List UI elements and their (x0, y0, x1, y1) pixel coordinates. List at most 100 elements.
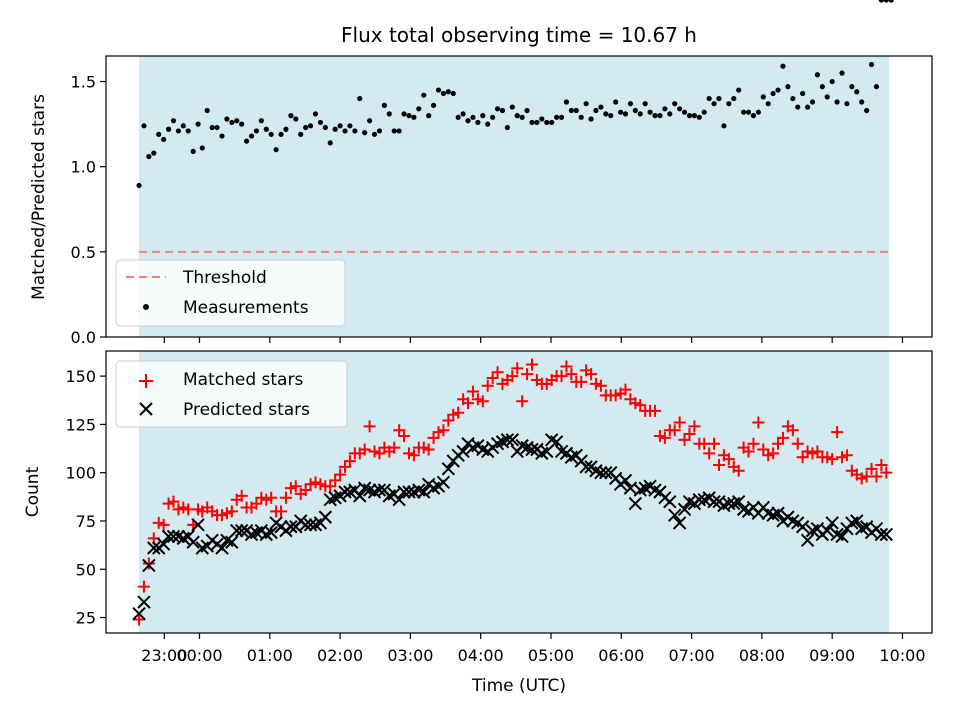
legend-measurements-label: Measurements (183, 298, 309, 318)
predicted-star-point (825, 516, 839, 530)
measurement-point (657, 113, 663, 119)
matched-star-point (752, 416, 765, 429)
measurement-point (229, 119, 235, 126)
measurement-point (190, 148, 196, 154)
measurement-point (568, 107, 574, 114)
matched-star-point (289, 480, 302, 493)
predicted-star-point (392, 493, 406, 507)
predicted-star-point (599, 465, 613, 480)
matched-star-point (526, 358, 539, 371)
measurement-point (770, 90, 776, 97)
measurement-point (156, 131, 162, 137)
matched-star-point (506, 370, 519, 383)
measurement-point (199, 145, 205, 151)
measurement-point (839, 70, 845, 76)
measurement-point (357, 95, 363, 102)
measurement-point (652, 113, 658, 119)
legend-measurements-swatch (143, 304, 149, 310)
measurement-point (834, 99, 840, 105)
measurement-point (854, 89, 860, 95)
measurement-point (367, 118, 373, 124)
measurement-point (868, 61, 875, 68)
predicted-star-point (441, 462, 456, 476)
y-tick-label: 1.5 (71, 73, 96, 92)
matched-star-point (722, 453, 735, 466)
measurement-point (529, 119, 535, 126)
measurement-point (598, 104, 604, 110)
predicted-star-point (436, 475, 451, 490)
matched-star-point (275, 505, 288, 518)
y-tick-label: 75 (76, 512, 96, 531)
measurement-point (312, 111, 319, 117)
measurement-point (293, 116, 299, 122)
predicted-star-point (835, 529, 849, 544)
measurement-point (440, 90, 447, 97)
measurement-point (603, 111, 609, 117)
chart-title: Flux total observing time = 10.67 h (341, 23, 697, 47)
matched-star-point (137, 580, 150, 593)
measurement-point (780, 63, 786, 69)
matched-star-point (235, 489, 248, 502)
measurement-point (224, 116, 230, 122)
predicted-star-point (677, 502, 692, 517)
measurement-point (622, 111, 629, 117)
measurement-point (234, 118, 240, 124)
matched-star-point (334, 468, 347, 481)
measurement-point (445, 89, 451, 95)
measurement-point (588, 116, 594, 122)
legend-matched-label: Matched stars (183, 370, 303, 390)
measurement-point (814, 72, 821, 78)
measurement-point (460, 111, 466, 117)
measurement-point (632, 107, 638, 114)
measurement-point (396, 128, 402, 134)
matched-star-point (157, 518, 170, 531)
measurement-point (755, 109, 761, 115)
predicted-star-point (397, 485, 411, 499)
matched-star-point (831, 426, 844, 439)
predicted-star-point (318, 510, 333, 524)
predicted-stars-points (133, 433, 894, 621)
count-y-ticks: 25 50 75 100 125 150 (65, 367, 106, 628)
measurement-point (765, 101, 771, 107)
ratio-panel-frame (105, 55, 933, 338)
measurement-point (248, 133, 255, 139)
matched-star-point (511, 362, 524, 375)
measurement-point (480, 113, 486, 119)
y-tick-label: 125 (65, 415, 96, 434)
x-tick-label: 07:00 (669, 646, 715, 665)
measurement-point (204, 107, 210, 114)
measurement-point (470, 114, 476, 120)
legend-predicted-swatch (139, 402, 153, 416)
predicted-star-point (579, 460, 593, 474)
matched-star-point (265, 491, 278, 504)
measurement-point (849, 84, 855, 90)
count-legend-box (115, 360, 348, 428)
measurement-point (819, 84, 825, 90)
predicted-star-point (800, 533, 815, 547)
matched-star-point (437, 424, 450, 437)
measurement-point (146, 153, 152, 160)
predicted-star-point (161, 529, 176, 544)
measurement-point (593, 107, 599, 114)
measurement-point (785, 84, 791, 90)
predicted-star-point (234, 523, 249, 538)
measurement-point (362, 130, 368, 136)
measurement-point (554, 114, 560, 120)
measurement-point (504, 124, 511, 131)
y-tick-label: 0.5 (71, 243, 96, 262)
matched-star-point (712, 458, 725, 471)
measurement-point (549, 119, 555, 126)
predicted-star-point (372, 483, 387, 497)
measurement-point (647, 109, 653, 115)
measurement-point (524, 107, 530, 114)
measurement-point (859, 99, 865, 105)
measurement-point (726, 101, 732, 107)
count-legend: Matched stars Predicted stars (115, 360, 348, 428)
matched-star-point (560, 360, 573, 373)
predicted-star-point (500, 433, 515, 447)
measurement-point (672, 101, 678, 107)
measurement-point (317, 119, 324, 126)
predicted-star-point (820, 523, 834, 538)
x-tick-label: 06:00 (598, 646, 644, 665)
measurement-point (701, 109, 707, 115)
